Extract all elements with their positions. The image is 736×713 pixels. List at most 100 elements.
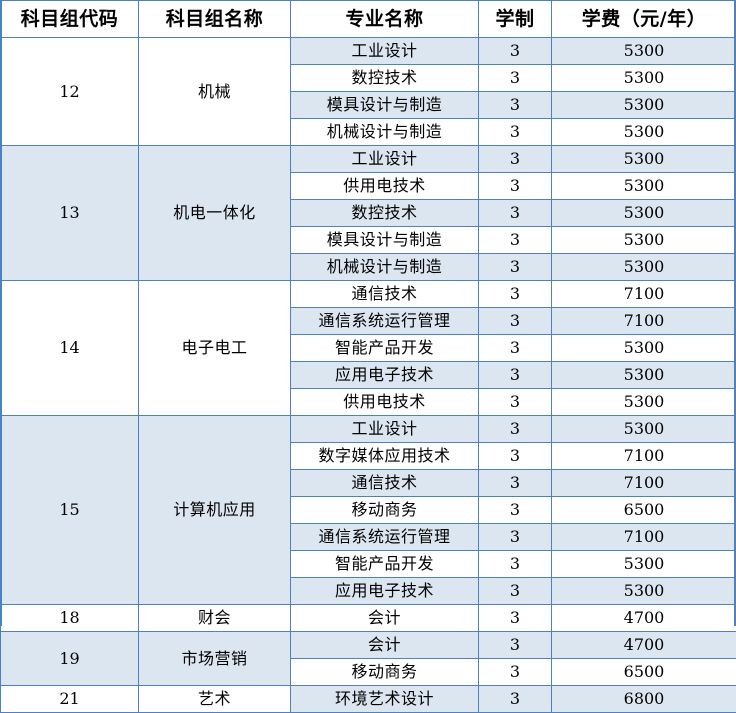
tuition-fee-cell: 4700 [552, 632, 736, 659]
group-name-cell: 机电一体化 [139, 146, 291, 281]
study-years-cell: 3 [479, 686, 552, 713]
tuition-fee-cell: 5300 [552, 173, 736, 200]
tuition-fee-cell: 5300 [552, 146, 736, 173]
group-name-cell: 财会 [139, 605, 291, 632]
tuition-fee-cell: 5300 [552, 38, 736, 65]
study-years-cell: 3 [479, 497, 552, 524]
major-name-cell: 通信技术 [291, 470, 479, 497]
group-code-cell: 14 [1, 281, 139, 416]
group-code-cell: 15 [1, 416, 139, 605]
tuition-fee-cell: 5300 [552, 200, 736, 227]
study-years-cell: 3 [479, 227, 552, 254]
column-header-years: 学制 [479, 1, 552, 38]
study-years-cell: 3 [479, 65, 552, 92]
group-code-cell: 18 [1, 605, 139, 632]
major-name-cell: 工业设计 [291, 416, 479, 443]
major-name-cell: 数控技术 [291, 200, 479, 227]
study-years-cell: 3 [479, 578, 552, 605]
group-name-cell: 电子电工 [139, 281, 291, 416]
tuition-fee-cell: 5300 [552, 551, 736, 578]
major-name-cell: 移动商务 [291, 497, 479, 524]
major-name-cell: 工业设计 [291, 146, 479, 173]
group-name-cell: 机械 [139, 38, 291, 146]
tuition-fee-cell: 5300 [552, 578, 736, 605]
study-years-cell: 3 [479, 173, 552, 200]
column-header-code: 科目组代码 [1, 1, 139, 38]
study-years-cell: 3 [479, 335, 552, 362]
major-name-cell: 智能产品开发 [291, 551, 479, 578]
tuition-fee-cell: 7100 [552, 470, 736, 497]
study-years-cell: 3 [479, 659, 552, 686]
major-name-cell: 数字媒体应用技术 [291, 443, 479, 470]
group-code-cell: 12 [1, 38, 139, 146]
study-years-cell: 3 [479, 551, 552, 578]
major-name-cell: 数控技术 [291, 65, 479, 92]
group-name-cell: 计算机应用 [139, 416, 291, 605]
tuition-fee-cell: 6500 [552, 659, 736, 686]
group-code-cell: 19 [1, 632, 139, 686]
major-name-cell: 应用电子技术 [291, 578, 479, 605]
study-years-cell: 3 [479, 443, 552, 470]
major-name-cell: 移动商务 [291, 659, 479, 686]
group-code-cell: 21 [1, 686, 139, 713]
tuition-fee-cell: 5300 [552, 254, 736, 281]
major-name-cell: 供用电技术 [291, 173, 479, 200]
group-name-cell: 市场营销 [139, 632, 291, 686]
tuition-fee-cell: 5300 [552, 65, 736, 92]
major-name-cell: 应用电子技术 [291, 362, 479, 389]
study-years-cell: 3 [479, 38, 552, 65]
study-years-cell: 3 [479, 416, 552, 443]
tuition-fee-cell: 6800 [552, 686, 736, 713]
tuition-fee-cell: 7100 [552, 308, 736, 335]
study-years-cell: 3 [479, 524, 552, 551]
study-years-cell: 3 [479, 200, 552, 227]
column-header-fee: 学费（元/年） [552, 1, 736, 38]
study-years-cell: 3 [479, 281, 552, 308]
tuition-fee-cell: 5300 [552, 362, 736, 389]
study-years-cell: 3 [479, 632, 552, 659]
major-name-cell: 供用电技术 [291, 389, 479, 416]
study-years-cell: 3 [479, 308, 552, 335]
tuition-fee-cell: 5300 [552, 92, 736, 119]
tuition-fee-cell: 5300 [552, 416, 736, 443]
group-code-cell: 13 [1, 146, 139, 281]
major-name-cell: 机械设计与制造 [291, 254, 479, 281]
study-years-cell: 3 [479, 362, 552, 389]
major-name-cell: 通信技术 [291, 281, 479, 308]
tuition-fee-cell: 4700 [552, 605, 736, 632]
tuition-fee-cell: 5300 [552, 389, 736, 416]
tuition-fee-cell: 5300 [552, 335, 736, 362]
major-name-cell: 模具设计与制造 [291, 92, 479, 119]
column-header-name: 科目组名称 [139, 1, 291, 38]
major-name-cell: 机械设计与制造 [291, 119, 479, 146]
tuition-fee-cell: 6500 [552, 497, 736, 524]
major-name-cell: 会计 [291, 605, 479, 632]
group-name-cell: 艺术 [139, 686, 291, 713]
header-row: 科目组代码 科目组名称 专业名称 学制 学费（元/年） [1, 1, 736, 38]
major-name-cell: 会计 [291, 632, 479, 659]
major-name-cell: 智能产品开发 [291, 335, 479, 362]
major-name-cell: 环境艺术设计 [291, 686, 479, 713]
study-years-cell: 3 [479, 470, 552, 497]
study-years-cell: 3 [479, 254, 552, 281]
major-name-cell: 通信系统运行管理 [291, 308, 479, 335]
study-years-cell: 3 [479, 389, 552, 416]
tuition-fee-cell: 7100 [552, 443, 736, 470]
tuition-fee-cell: 7100 [552, 524, 736, 551]
major-name-cell: 模具设计与制造 [291, 227, 479, 254]
major-name-cell: 工业设计 [291, 38, 479, 65]
tuition-fee-cell: 7100 [552, 281, 736, 308]
study-years-cell: 3 [479, 92, 552, 119]
table-header: 科目组代码 科目组名称 专业名称 学制 学费（元/年） [1, 1, 736, 38]
tuition-fee-cell: 5300 [552, 227, 736, 254]
study-years-cell: 3 [479, 146, 552, 173]
